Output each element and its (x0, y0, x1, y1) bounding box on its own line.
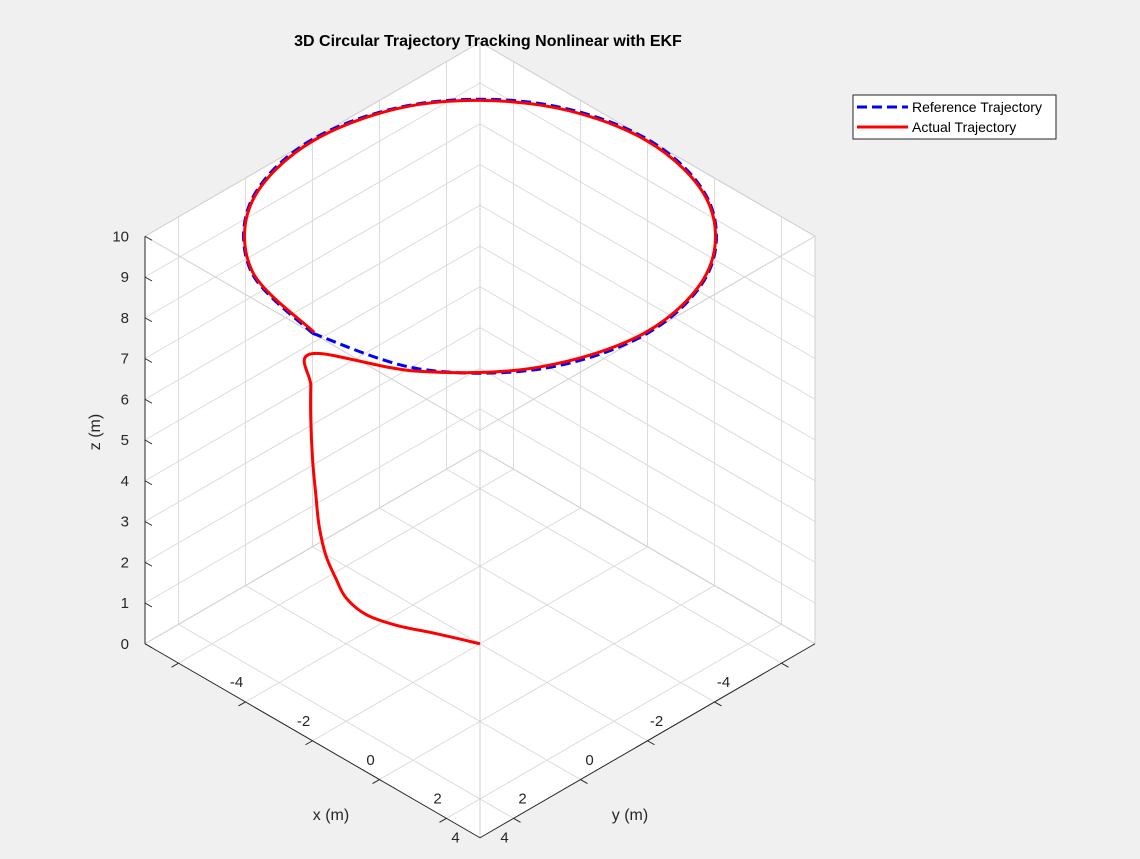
legend-label-reference: Reference Trajectory (912, 99, 1042, 115)
z-tick-label: 1 (121, 595, 129, 612)
grid-line-z (144, 204, 481, 400)
x-axis-label: x (m) (313, 807, 349, 824)
x-tick-label: 0 (585, 752, 593, 769)
grid-line-z (479, 204, 816, 400)
legend: Reference Trajectory Actual Trajectory (852, 94, 1057, 140)
box-edge (479, 449, 816, 645)
grid-line-z (144, 245, 481, 441)
z-tick (144, 480, 153, 486)
z-tick (144, 561, 153, 567)
tick-marks (144, 235, 789, 823)
x-tick-label: 2 (518, 791, 526, 808)
grid-line-z (479, 164, 816, 359)
x-tick-label: 4 (451, 829, 459, 846)
y-tick (238, 701, 246, 707)
y-tick-label: -4 (230, 674, 243, 691)
z-tick (144, 276, 153, 282)
y-tick-label: 2 (433, 791, 441, 808)
grid-line-y (379, 585, 715, 780)
z-tick-label: 4 (121, 473, 129, 490)
plot-series (242, 97, 718, 646)
grid-line-y (446, 623, 782, 819)
y-tick-label: 4 (500, 829, 508, 846)
box-edge (479, 41, 816, 237)
legend-label-actual: Actual Trajectory (912, 119, 1016, 135)
y-tick (171, 662, 179, 668)
z-tick-label: 10 (112, 228, 129, 245)
grid-line-z (479, 82, 816, 278)
z-tick (144, 317, 153, 323)
z-tick-label: 7 (121, 351, 129, 368)
grid-line-z (144, 164, 481, 359)
z-tick (144, 521, 153, 526)
z-tick-label: 5 (121, 432, 129, 449)
grid-line-z (479, 408, 816, 604)
grid-line-z (479, 327, 816, 522)
z-tick-label: 9 (121, 269, 129, 286)
y-tick (439, 817, 447, 823)
y-tick (372, 779, 380, 784)
grid-line-y (245, 507, 581, 703)
z-tick-label: 8 (121, 310, 129, 327)
grid-lines (144, 41, 816, 838)
z-tick (144, 398, 153, 404)
grid-line-z (144, 82, 481, 278)
grid-line-y (178, 468, 514, 664)
x-tick (580, 779, 588, 784)
tick-labels: -4 -2 0 2 4 -4 -2 0 2 4 0 1 2 3 4 5 6 7 8 9 10 (112, 228, 730, 846)
x-tick-label: -2 (650, 713, 663, 730)
y-tick-label: 0 (366, 752, 374, 769)
z-tick (144, 643, 153, 649)
grid-line-z (479, 245, 816, 441)
x-tick (647, 740, 655, 746)
z-tick-label: 2 (121, 554, 129, 571)
y-tick-label: -2 (297, 713, 310, 730)
legend-box (852, 94, 1057, 140)
grid-line-z (144, 286, 481, 482)
grid-line-z (144, 408, 481, 604)
chart-title: 3D Circular Trajectory Tracking Nonlinea… (294, 33, 682, 50)
x-tick-label: -4 (717, 674, 730, 691)
z-tick (144, 439, 153, 445)
z-tick-label: 3 (121, 514, 129, 531)
grid-line-z (479, 123, 816, 319)
z-axis-label: z (m) (87, 414, 104, 450)
x-tick (714, 701, 722, 707)
x-tick (513, 817, 521, 823)
z-tick (144, 358, 153, 363)
x-tick (781, 662, 789, 668)
z-tick-label: 0 (121, 636, 129, 653)
actual-trajectory-line (243, 98, 717, 646)
z-tick (144, 602, 153, 608)
z-tick-label: 6 (121, 391, 129, 408)
z-tick (144, 235, 153, 241)
grid-line-z (479, 367, 816, 563)
box-edge (144, 449, 481, 645)
grid-line-z (144, 123, 481, 319)
grid-line-z (479, 286, 816, 482)
grid-line-z (144, 327, 481, 522)
y-axis-label: y (m) (612, 807, 648, 824)
y-tick (305, 740, 313, 746)
